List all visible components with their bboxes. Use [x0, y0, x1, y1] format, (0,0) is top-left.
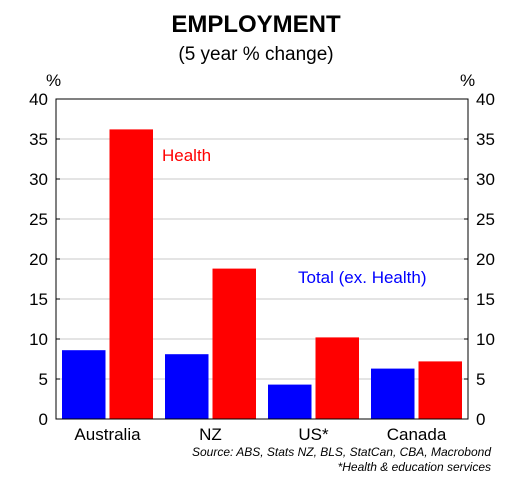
y-tick-label-right: 0	[476, 410, 485, 429]
chart-subtitle: (5 year % change)	[178, 44, 333, 65]
y-tick-label-right: 10	[476, 330, 495, 349]
y-tick-label-left: 0	[39, 410, 48, 429]
y-tick-label-right: 40	[476, 90, 495, 109]
y-unit-right: %	[460, 71, 475, 90]
y-tick-label-right: 35	[476, 130, 495, 149]
y-tick-label-right: 25	[476, 210, 495, 229]
y-unit-left: %	[46, 71, 61, 90]
x-category-label: US*	[298, 425, 329, 444]
y-tick-label-right: 30	[476, 170, 495, 189]
bars	[62, 129, 462, 419]
bar-canada-total	[371, 368, 415, 419]
footnote: *Health & education services	[338, 460, 491, 474]
y-tick-label-right: 15	[476, 290, 495, 309]
x-category-label: Canada	[387, 425, 447, 444]
y-tick-label-left: 5	[39, 370, 48, 389]
chart-title: EMPLOYMENT	[171, 11, 341, 38]
bar-australia-total	[62, 350, 106, 419]
bar-us-health	[315, 337, 359, 419]
y-tick-label-left: 40	[29, 90, 48, 109]
x-category-label: Australia	[74, 425, 141, 444]
y-tick-label-right: 20	[476, 250, 495, 269]
y-tick-label-left: 25	[29, 210, 48, 229]
x-axis-labels: Australia NZ US* Canada	[74, 425, 446, 444]
series-label-total: Total (ex. Health)	[298, 268, 427, 287]
y-tick-label-left: 10	[29, 330, 48, 349]
plot-frame	[55, 98, 469, 420]
bar-australia-health	[109, 129, 153, 419]
y-tick-label-left: 15	[29, 290, 48, 309]
bar-nz-health	[212, 268, 256, 419]
source-note: Source: ABS, Stats NZ, BLS, StatCan, CBA…	[192, 445, 491, 459]
bar-us-total	[268, 384, 312, 419]
y-tick-label-left: 30	[29, 170, 48, 189]
bar-nz-total	[165, 354, 209, 419]
x-category-label: NZ	[199, 425, 222, 444]
y-tick-label-left: 35	[29, 130, 48, 149]
series-label-health: Health	[162, 146, 211, 165]
y-axis-ticks: 0 0 5 5 10 10 15 15 20 20 25 25 30 30 35 35 40 40	[29, 90, 495, 429]
y-tick-label-left: 20	[29, 250, 48, 269]
y-tick-label-right: 5	[476, 370, 485, 389]
bar-canada-health	[418, 361, 462, 419]
